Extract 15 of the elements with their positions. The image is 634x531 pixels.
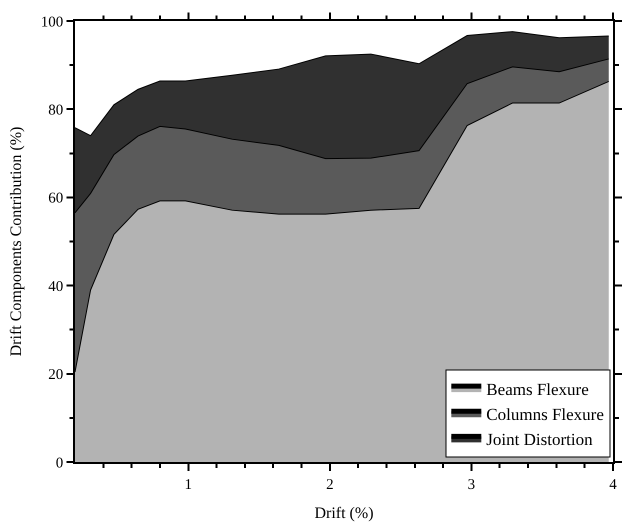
y-tick-label: 100 [40, 14, 64, 30]
x-axis-title: Drift (%) [314, 504, 374, 522]
y-tick-label: 40 [48, 278, 64, 295]
legend-label: Joint Distortion [486, 430, 594, 449]
legend-label: Columns Flexure [486, 404, 604, 424]
y-tick-label: 20 [48, 367, 64, 384]
y-axis-title: Drift Components Contribution (%) [8, 126, 26, 356]
legend-label: Beams Flexure [486, 380, 589, 399]
y-tick-label: 0 [56, 455, 64, 472]
x-tick-label: 1 [184, 476, 192, 493]
x-tick-label: 4 [609, 476, 618, 493]
y-tick-label: 60 [48, 190, 64, 207]
y-tick-label: 80 [48, 102, 64, 118]
x-tick-label: 2 [326, 476, 334, 493]
x-tick-label: 3 [468, 476, 476, 493]
